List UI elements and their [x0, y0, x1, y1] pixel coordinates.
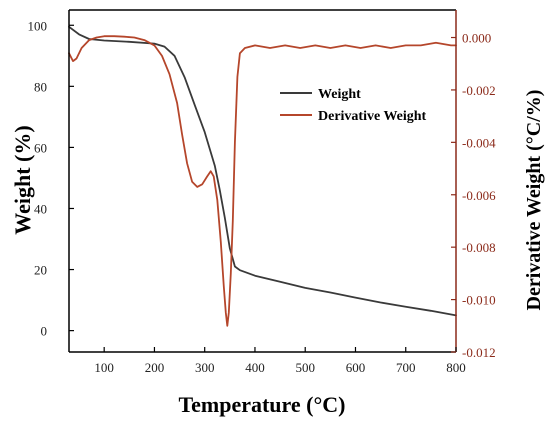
- y2-axis-title: Derivative Weight (°C/%): [523, 90, 545, 311]
- x-tick-label: 700: [396, 360, 416, 375]
- x-axis-title: Temperature (°C): [178, 392, 345, 417]
- x-tick-label: 100: [94, 360, 114, 375]
- y2-tick-label: -0.006: [462, 188, 496, 203]
- y-tick-label: 0: [41, 324, 48, 339]
- y-axis-title: Weight (%): [10, 125, 35, 234]
- y2-tick-label: -0.012: [462, 345, 496, 360]
- y-tick-label: 100: [28, 18, 48, 33]
- legend-label-weight: Weight: [318, 87, 361, 102]
- x-tick-label: 500: [295, 360, 315, 375]
- x-tick-label: 400: [245, 360, 265, 375]
- legend: Weight Derivative Weight: [280, 87, 427, 124]
- x-tick-label: 200: [145, 360, 165, 375]
- y-tick-label: 40: [34, 201, 47, 216]
- series-lines: [68, 25, 457, 327]
- series-line-weight: [68, 25, 457, 317]
- y2-tick-label: -0.010: [462, 293, 496, 308]
- axes: [68, 9, 457, 353]
- x-tick-label: 600: [346, 360, 366, 375]
- y2-tick-label: -0.008: [462, 240, 496, 255]
- y-tick-label: 60: [34, 140, 47, 155]
- y-tick-label: 80: [34, 79, 47, 94]
- y2-tick-label: -0.004: [462, 135, 496, 150]
- x-tick-label: 300: [195, 360, 215, 375]
- y2-tick-label: -0.002: [462, 83, 496, 98]
- legend-label-derivative: Derivative Weight: [318, 109, 427, 124]
- x-tick-label: 800: [446, 360, 466, 375]
- y-tick-label: 20: [34, 263, 47, 278]
- y2-tick-label: 0.000: [462, 31, 491, 46]
- series-line-derivative: [68, 35, 457, 327]
- ticks: 100 200 300 400 500 600 700 800 0 20 40 60 80 100 0.00…: [28, 18, 497, 375]
